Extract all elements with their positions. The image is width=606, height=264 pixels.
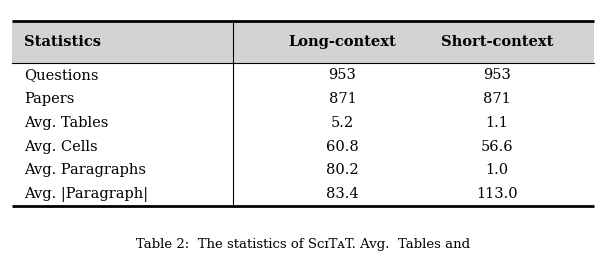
Text: 953: 953 — [328, 68, 356, 82]
Text: 871: 871 — [328, 92, 356, 106]
Text: 871: 871 — [483, 92, 511, 106]
Text: 80.2: 80.2 — [326, 163, 359, 177]
Text: Questions: Questions — [24, 68, 99, 82]
Bar — [12, 21, 594, 63]
Text: Table 2:  The statistics of SᴄɪTᴀT. Avg.  Tables and: Table 2: The statistics of SᴄɪTᴀT. Avg. … — [136, 238, 470, 251]
Text: Avg. Cells: Avg. Cells — [24, 139, 98, 154]
Text: Short-context: Short-context — [441, 35, 553, 49]
Text: Long-context: Long-context — [288, 35, 396, 49]
Text: Avg. |Paragraph|: Avg. |Paragraph| — [24, 187, 148, 201]
Text: 1.0: 1.0 — [485, 163, 508, 177]
Text: 5.2: 5.2 — [331, 116, 354, 130]
Text: 113.0: 113.0 — [476, 187, 518, 201]
Text: Avg. Tables: Avg. Tables — [24, 116, 108, 130]
Text: 83.4: 83.4 — [326, 187, 359, 201]
Text: Statistics: Statistics — [24, 35, 101, 49]
Text: Papers: Papers — [24, 92, 75, 106]
Text: Avg. Paragraphs: Avg. Paragraphs — [24, 163, 146, 177]
Text: 1.1: 1.1 — [485, 116, 508, 130]
Text: 953: 953 — [483, 68, 511, 82]
Text: 56.6: 56.6 — [481, 139, 513, 154]
Text: 60.8: 60.8 — [326, 139, 359, 154]
